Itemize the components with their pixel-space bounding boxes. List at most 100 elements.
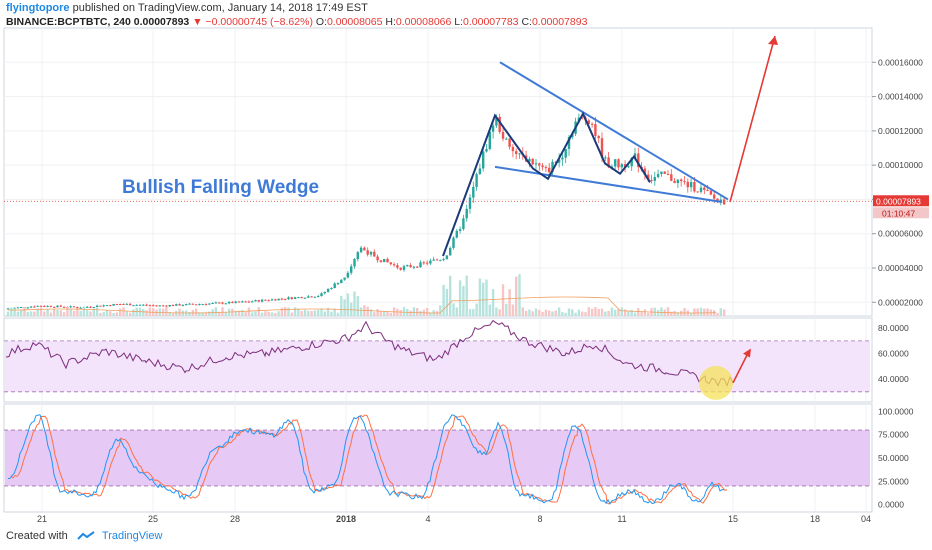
volume-bar [270, 312, 274, 316]
volume-ma-line [7, 296, 717, 314]
price-tick-label: 0.00016000 [878, 57, 923, 67]
candle-body [465, 208, 468, 219]
candle-body [237, 301, 241, 303]
volume-bar [531, 311, 534, 316]
volume-bar [564, 312, 567, 316]
volume-bar [168, 311, 171, 316]
candle-body [495, 116, 498, 126]
rsi-tick-label: 60.0000 [878, 349, 909, 359]
candle-body [670, 174, 673, 181]
price-tick-label: 0.00012000 [878, 126, 923, 136]
volume-bar [66, 307, 69, 316]
candle-body [696, 191, 699, 193]
volume-bar [541, 311, 544, 316]
volume-bar [567, 308, 571, 316]
volume-bar [693, 308, 696, 316]
candle-body [152, 305, 155, 307]
volume-bar [442, 284, 445, 316]
volume-bar [330, 311, 333, 316]
volume-bar [544, 309, 548, 316]
volume-bar [630, 310, 633, 316]
volume-bar [620, 307, 623, 316]
volume-bar [92, 308, 95, 316]
volume-bar [310, 311, 313, 316]
candle-body [227, 301, 231, 304]
volume-bar [105, 310, 109, 316]
candle-body [587, 120, 590, 124]
volume-bar [33, 311, 36, 316]
volume-bar [23, 307, 26, 316]
candle-body [604, 157, 607, 159]
rsi-tick-label: 80.0000 [878, 323, 909, 333]
candle-body [188, 303, 191, 305]
candle-body [178, 304, 181, 306]
rsi-arrow-line [732, 350, 750, 384]
candle-body [511, 146, 515, 152]
candle-body [59, 305, 62, 307]
volume-bar [623, 309, 627, 316]
x-tick-label: 15 [728, 514, 738, 524]
volume-bar [313, 310, 317, 316]
candle-body [26, 307, 29, 309]
candle-body [409, 265, 412, 268]
x-tick-label: 25 [148, 514, 158, 524]
x-tick-label: 11 [617, 514, 626, 524]
candle-body [310, 296, 313, 298]
volume-bar [293, 307, 297, 316]
candle-body [432, 259, 435, 261]
candle-body [491, 125, 495, 132]
candle-body [607, 157, 610, 167]
stoch-k-line [7, 414, 725, 505]
candle-body [158, 305, 161, 307]
volume-bar [455, 307, 458, 316]
stoch-tick-label: 25.0000 [878, 476, 909, 486]
candle-body [359, 247, 363, 253]
candle-body [356, 252, 359, 260]
candle-body [95, 305, 99, 308]
brand-name[interactable]: TradingView [101, 530, 163, 542]
volume-bar [115, 312, 119, 316]
volume-bar [399, 309, 402, 316]
volume-bar [303, 309, 307, 316]
candle-body [647, 174, 650, 180]
volume-bar [627, 311, 630, 316]
open-label: O: [315, 16, 327, 28]
candle-body [128, 303, 132, 306]
volume-bar [290, 312, 293, 316]
volume-bar [594, 307, 597, 316]
candle-body [307, 296, 310, 298]
candle-body [548, 167, 551, 173]
volume-bar [419, 310, 422, 316]
volume-bar [171, 312, 175, 316]
volume-bar [508, 289, 511, 316]
candle-body [142, 304, 145, 306]
volume-bar [241, 309, 244, 316]
price-tick-label: 0.00014000 [878, 92, 923, 102]
volume-bar [449, 275, 452, 316]
candle-body [165, 305, 168, 307]
candle-body [452, 237, 455, 248]
candle-body [317, 296, 320, 298]
candle-body [650, 179, 653, 181]
candle-body [389, 262, 392, 265]
stoch-tick-label: 100.0000 [878, 406, 914, 416]
candle-body [191, 303, 194, 305]
low-value: 0.00007783 [463, 16, 519, 28]
candle-body [247, 301, 251, 303]
volume-bar [699, 307, 703, 316]
volume-bar [670, 311, 673, 316]
candle-body [171, 305, 175, 307]
volume-bar [574, 312, 577, 316]
author-name[interactable]: flyingtopore [6, 2, 70, 14]
breakout-arrow-head [768, 36, 778, 45]
candle-body [597, 135, 600, 139]
candle-body [663, 171, 666, 174]
volume-bar [696, 308, 699, 316]
volume-bar [389, 312, 392, 316]
volume-bar [20, 310, 23, 316]
candle-body [49, 305, 53, 307]
created-with-text: Created with [6, 530, 68, 542]
volume-bar [571, 309, 574, 316]
candle-body [439, 260, 442, 262]
candle-body [270, 299, 274, 301]
